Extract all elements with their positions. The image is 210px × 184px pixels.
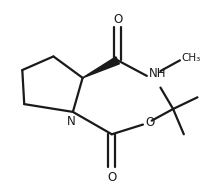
Text: O: O (107, 171, 116, 184)
Text: O: O (113, 13, 122, 26)
Text: NH: NH (149, 68, 166, 80)
Text: N: N (67, 115, 75, 128)
Text: O: O (145, 116, 154, 129)
Polygon shape (83, 57, 119, 78)
Text: CH₃: CH₃ (181, 53, 200, 63)
